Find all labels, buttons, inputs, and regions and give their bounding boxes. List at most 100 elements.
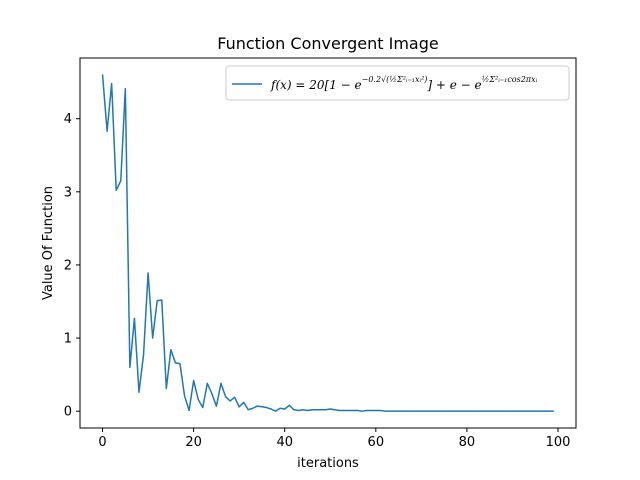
x-tick-label: 20 [185,435,202,450]
data-point [511,410,514,412]
data-point [325,409,327,411]
legend-part-lead: f(x) = 20[1 − e [270,78,362,92]
x-tick-label: 100 [546,435,571,450]
data-point [224,395,227,398]
data-point [193,379,195,382]
data-point [384,410,386,412]
data-point [311,409,313,411]
data-point [247,409,249,411]
data-point [425,410,427,412]
series-line [101,74,554,412]
data-point [525,410,527,412]
data-point [343,409,345,412]
data-point [243,401,245,404]
legend-entry: f(x) = 20[1 − e−0.2√(½Σ²ᵢ₌₁xᵢ²)] + e − e… [270,75,538,92]
data-point [507,410,509,412]
data-point [197,398,199,401]
y-tick-label: 3 [64,185,72,200]
data-point [111,82,113,85]
data-point [202,406,204,409]
x-tick-label: 0 [98,435,106,450]
data-point [461,410,463,412]
y-tick-label: 0 [64,405,72,420]
data-point [188,409,190,412]
data-point [397,410,400,412]
data-point [229,400,231,402]
x-tick-label: 40 [276,435,293,450]
data-point [493,410,495,412]
y-tick-label: 4 [64,112,72,127]
data-point [347,409,350,412]
data-point [256,405,259,407]
data-point [161,299,163,301]
data-point [470,410,473,412]
data-point [452,410,454,412]
data-point [352,409,354,412]
data-point [539,410,541,412]
data-point [120,180,122,182]
y-axis-title: Value Of Function [41,186,56,300]
data-point [234,396,236,398]
data-point [156,300,158,302]
data-point [416,410,418,412]
data-point [534,410,536,412]
data-point [293,409,295,411]
data-point [379,409,381,412]
x-tick-label: 60 [368,435,385,450]
data-point [420,410,422,412]
data-point [179,363,181,365]
data-point [402,410,404,412]
data-point [115,189,117,191]
data-point [334,409,336,411]
data-point [206,382,208,384]
legend-box [225,65,570,101]
data-point [165,387,167,390]
data-point [438,410,441,412]
data-point [142,354,145,356]
axes-frame [79,57,577,429]
data-point [489,410,491,412]
data-point [106,130,108,132]
data-point [265,406,268,409]
data-point [366,409,368,412]
data-point [502,410,504,412]
data-point [375,409,377,412]
data-point [147,272,149,274]
data-point [170,349,172,351]
data-point [475,410,477,412]
data-point [357,409,359,412]
data-point [101,74,104,76]
x-tick-label: 80 [459,435,476,450]
legend-part-exp2: ½Σ²ᵢ₌₁cos2πxᵢ [482,75,538,84]
data-point [448,410,450,412]
y-tick-label: 2 [64,258,72,273]
data-point [152,337,154,339]
data-point [288,404,290,406]
data-point [215,405,218,407]
data-point [520,410,523,412]
data-point [133,317,136,319]
data-point [329,408,331,410]
legend: f(x) = 20[1 − e−0.2√(½Σ²ᵢ₌₁xᵢ²)] + e − e… [225,65,570,101]
legend-part-exp1: −0.2√(½Σ²ᵢ₌₁xᵢ²) [362,75,428,84]
data-point [484,410,486,412]
data-point [393,410,395,412]
data-point [124,88,126,90]
data-point [211,393,213,395]
data-point [411,410,413,412]
plot-area: 0 1 2 3 4 0 20 40 60 80 100 [64,57,577,450]
data-point [530,410,532,412]
data-point [429,410,432,412]
data-point [457,410,459,412]
data-point [261,406,263,408]
data-point [498,410,500,412]
data-point [270,408,272,410]
data-point [320,409,322,411]
y-axis: 0 1 2 3 4 [64,112,80,420]
data-point [275,410,277,412]
data-point [297,409,299,412]
data-point [543,410,545,412]
data-point [138,391,140,393]
data-point [548,410,550,412]
x-axis-title: iterations [297,456,359,471]
